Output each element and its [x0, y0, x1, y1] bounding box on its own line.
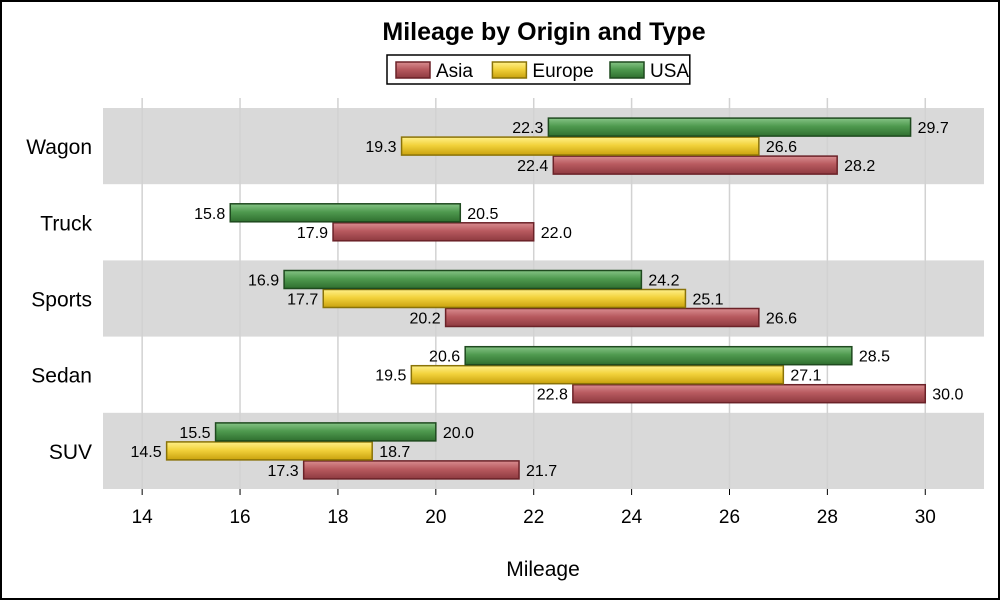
x-tick-label: 26 — [719, 507, 740, 528]
value-label-high: 27.1 — [790, 368, 821, 385]
value-label-low: 22.3 — [512, 120, 543, 137]
value-label-low: 17.7 — [287, 292, 318, 309]
bar-europe-suv — [165, 441, 373, 461]
category-label: Truck — [40, 212, 92, 235]
legend-label: Asia — [436, 61, 473, 82]
x-tick-label: 30 — [915, 507, 936, 528]
value-label-high: 30.0 — [932, 387, 963, 404]
value-label-low: 17.9 — [297, 225, 328, 242]
value-label-high: 28.2 — [844, 158, 875, 175]
x-tick-label: 24 — [621, 507, 643, 528]
value-label-high: 26.6 — [766, 311, 797, 328]
x-axis-label: Mileage — [506, 558, 580, 581]
bar-europe-wagon — [400, 136, 760, 156]
value-label-high: 26.6 — [766, 139, 797, 156]
bar-usa-truck — [229, 203, 462, 223]
legend-swatch-europe — [491, 61, 528, 79]
value-label-low: 17.3 — [268, 463, 299, 480]
value-label-low: 19.5 — [375, 368, 406, 385]
value-label-low: 20.6 — [429, 349, 460, 366]
bar-asia-suv — [302, 460, 520, 480]
value-label-high: 28.5 — [859, 349, 890, 366]
value-label-low: 19.3 — [365, 139, 396, 156]
value-label-high: 25.1 — [692, 292, 723, 309]
bar-usa-suv — [214, 422, 437, 442]
value-label-high: 18.7 — [379, 444, 410, 461]
category-label: SUV — [49, 441, 92, 464]
legend-swatch-asia — [395, 61, 431, 79]
value-label-low: 14.5 — [130, 444, 161, 461]
chart-title: Mileage by Origin and Type — [382, 18, 705, 46]
x-tick-label: 16 — [229, 507, 250, 528]
value-label-high: 20.0 — [443, 425, 474, 442]
category-labels: Wagon Truck Sports Sedan SUV — [26, 136, 92, 464]
bar-usa-sedan — [464, 345, 853, 366]
value-label-high: 22.0 — [541, 225, 572, 242]
value-label-high: 20.5 — [467, 206, 498, 223]
bars — [165, 117, 927, 480]
x-tick-label: 14 — [132, 507, 154, 528]
bar-usa-wagon — [547, 117, 912, 137]
bar-europe-sports — [322, 288, 687, 309]
category-label: Sports — [31, 289, 92, 312]
x-tick-label: 22 — [523, 507, 544, 528]
category-label: Wagon — [26, 136, 92, 159]
legend-label: Europe — [532, 61, 593, 82]
value-label-low: 15.5 — [179, 425, 210, 442]
bar-usa-sports — [283, 269, 643, 290]
value-labels: 22.4 28.2 19.3 26.6 22.3 29.7 17.9 22.0 15.8 20.5… — [130, 120, 963, 480]
x-tick-label: 20 — [425, 507, 446, 528]
value-label-low: 15.8 — [194, 206, 225, 223]
legend-swatch-usa — [609, 61, 645, 79]
category-label: Sedan — [31, 365, 92, 388]
bar-asia-sports — [444, 307, 760, 328]
value-label-low: 22.8 — [537, 387, 568, 404]
bar-asia-sedan — [572, 383, 927, 404]
bar-asia-truck — [332, 222, 535, 242]
value-label-low: 20.2 — [409, 311, 440, 328]
legend: Asia Europe USA — [386, 54, 691, 85]
value-label-high: 29.7 — [918, 120, 949, 137]
x-tick-label: 28 — [817, 507, 838, 528]
x-tick-label: 18 — [327, 507, 348, 528]
value-label-low: 22.4 — [517, 158, 548, 175]
value-label-low: 16.9 — [248, 273, 279, 290]
bar-europe-sedan — [410, 364, 785, 385]
x-axis-ticks: 14 16 18 20 22 24 26 28 30 — [132, 489, 936, 528]
bar-asia-wagon — [552, 155, 838, 175]
value-label-high: 24.2 — [648, 273, 679, 290]
value-label-high: 21.7 — [526, 463, 557, 480]
legend-label: USA — [650, 61, 689, 82]
